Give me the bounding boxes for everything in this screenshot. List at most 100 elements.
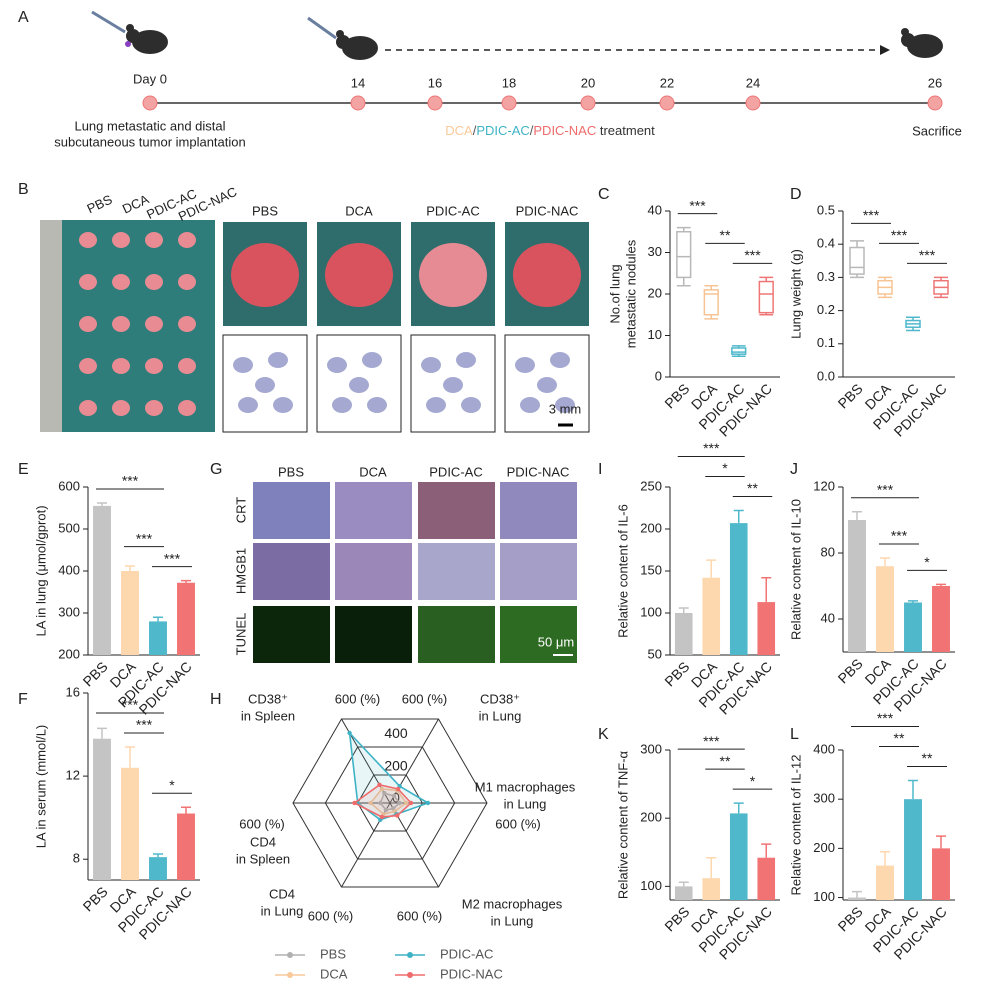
- radar-point: [403, 800, 409, 806]
- radar-point: [383, 807, 389, 813]
- error-bar: [706, 559, 717, 578]
- legend-label: DCA: [320, 966, 348, 981]
- significance-label: *: [722, 460, 728, 476]
- y-tick-label: 16: [66, 684, 80, 699]
- radar-axis-label: CD38⁺: [248, 691, 288, 706]
- y-tick-label: 8: [73, 851, 80, 866]
- bar: [149, 857, 167, 880]
- arrow-head: [880, 45, 890, 55]
- tissue-section: [537, 377, 557, 393]
- significance-label: **: [720, 753, 731, 769]
- micrograph: [335, 482, 412, 539]
- lung-sample: [145, 316, 163, 332]
- y-tick-label: 0.5: [817, 202, 835, 217]
- error-bar: [880, 851, 890, 866]
- error-bar: [153, 616, 163, 622]
- significance-label: ***: [891, 227, 908, 243]
- tissue-section: [367, 397, 387, 413]
- y-tick-label: 100: [640, 604, 662, 619]
- bar: [932, 586, 950, 652]
- tissue-section: [515, 357, 535, 373]
- y-tick-label: 0.1: [817, 335, 835, 350]
- lung-tissue: [231, 243, 299, 307]
- day-label: 20: [581, 75, 595, 90]
- error-bar: [153, 853, 163, 858]
- box: [849, 246, 865, 275]
- significance-label: ***: [744, 247, 761, 263]
- error-bar: [936, 583, 946, 586]
- panel-label: D: [790, 186, 802, 203]
- lung-tissue: [325, 243, 393, 307]
- group-label: PBS: [85, 192, 115, 217]
- group-label: DCA: [345, 203, 373, 218]
- tissue-section: [349, 377, 369, 393]
- y-tick-label: 10: [648, 327, 662, 342]
- error-bar: [908, 779, 918, 800]
- x-tick-label: PBS: [80, 883, 111, 914]
- significance-label: ***: [919, 247, 936, 263]
- box: [703, 289, 719, 316]
- radar-point: [368, 800, 373, 806]
- bar: [876, 566, 894, 652]
- panel-label: G: [210, 461, 222, 478]
- lung-sample: [112, 232, 130, 248]
- radar-point: [347, 730, 352, 736]
- legend-marker: [287, 952, 293, 958]
- radar-point: [379, 814, 385, 820]
- radar-point: [408, 800, 414, 806]
- panel-label: K: [598, 726, 609, 743]
- y-tick-label: 200: [640, 520, 662, 535]
- bar: [904, 602, 922, 652]
- significance-label: *: [169, 777, 175, 793]
- bar: [93, 505, 111, 655]
- error-bar: [733, 802, 744, 814]
- day-label: 24: [746, 75, 760, 90]
- bar: [702, 878, 721, 900]
- error-bar: [97, 727, 107, 739]
- error-bar: [181, 579, 191, 583]
- panel-label: H: [210, 691, 222, 708]
- lung-sample: [79, 232, 97, 248]
- significance-label: *: [750, 773, 756, 789]
- y-tick-label: 100: [813, 889, 835, 904]
- treatment-part: /: [530, 123, 534, 138]
- tissue-section: [327, 357, 347, 373]
- row-label: HMGB1: [233, 548, 248, 594]
- y-axis-label: metastatic nodules: [623, 239, 638, 348]
- error-bar: [125, 746, 135, 768]
- radar-axis-label: in Spleen: [241, 708, 295, 723]
- legend-label: PDIC-NAC: [440, 966, 503, 981]
- timepoint: [427, 95, 443, 111]
- x-tick-label: PBS: [835, 380, 866, 411]
- y-tick-label: 200: [813, 840, 835, 855]
- micrograph: [253, 482, 330, 539]
- bar: [674, 886, 693, 900]
- tissue-section: [255, 377, 275, 393]
- lung-sample: [112, 316, 130, 332]
- lung-tissue: [419, 243, 487, 307]
- panel-label: E: [18, 461, 29, 478]
- tissue-section: [421, 357, 441, 373]
- significance-label: ***: [122, 473, 139, 489]
- legend-marker: [287, 972, 293, 978]
- bar: [757, 857, 776, 900]
- box: [676, 231, 692, 279]
- y-tick-label: 20: [648, 285, 662, 300]
- lung-sample: [178, 400, 196, 416]
- whisker: [676, 277, 691, 287]
- significance-label: **: [720, 227, 731, 243]
- y-tick-label: 400: [58, 562, 80, 577]
- bar: [674, 613, 693, 655]
- bar: [121, 571, 139, 655]
- significance-label: ***: [689, 197, 706, 213]
- treatment-caption: DCA/PDIC-AC/PDIC-NAC treatment: [445, 123, 655, 138]
- y-axis-label: Relative content of TNF-α: [615, 750, 630, 899]
- radar-tick-label: 200: [384, 757, 408, 773]
- significance-label: ***: [122, 697, 139, 713]
- y-axis-label: Relative content of IL-12: [788, 755, 803, 896]
- radar-axis-label: CD38⁺: [480, 691, 520, 706]
- lung-sample: [145, 274, 163, 290]
- y-tick-label: 0: [655, 368, 662, 383]
- y-axis-label: Lung weight (g): [788, 249, 803, 339]
- micrograph: [418, 482, 495, 539]
